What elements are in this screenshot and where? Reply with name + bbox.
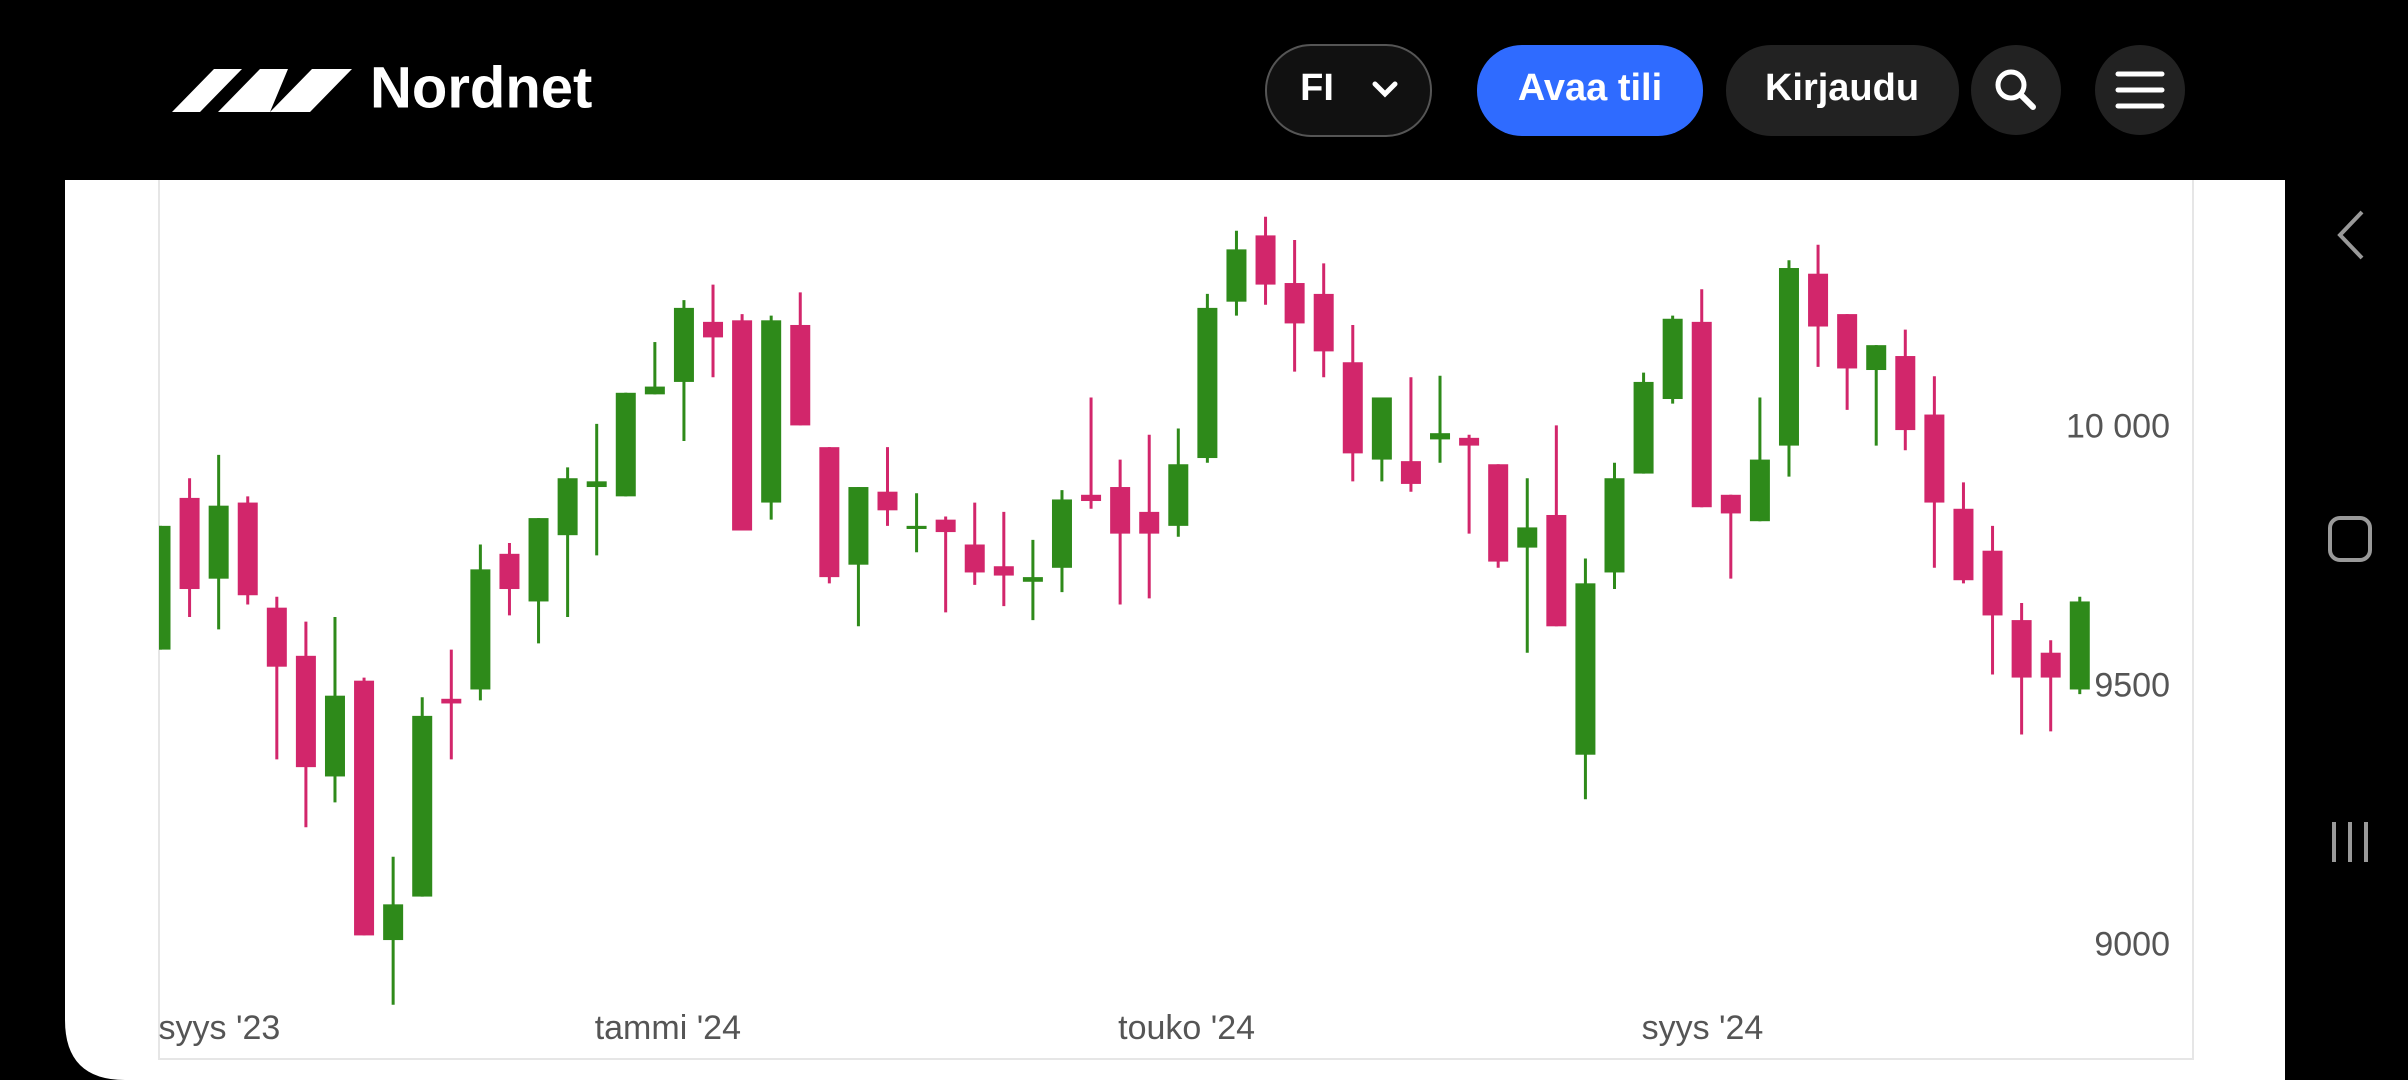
candle-body xyxy=(761,320,782,503)
candle-body xyxy=(586,481,607,488)
language-select[interactable] xyxy=(1265,44,1432,137)
nav-recents[interactable] xyxy=(2332,822,2368,862)
candle-body xyxy=(1546,514,1567,627)
candle-body xyxy=(673,307,694,382)
candle-body xyxy=(1982,550,2003,616)
candle-body xyxy=(441,698,462,704)
candle-body xyxy=(1255,235,1276,285)
candle-body xyxy=(1691,321,1712,508)
candle-body xyxy=(819,447,840,578)
candle-body xyxy=(1342,362,1363,454)
candle-body xyxy=(1313,293,1334,352)
open-account-label: Avaa tili xyxy=(1518,67,1662,109)
candle-body xyxy=(1720,494,1741,514)
nav-home[interactable] xyxy=(2328,516,2372,562)
candle-body xyxy=(1430,433,1451,440)
candle-body xyxy=(1953,508,1974,581)
candle-body xyxy=(790,324,811,426)
candle-body xyxy=(499,553,520,590)
candle-body xyxy=(324,695,345,777)
candle-body xyxy=(1400,461,1421,484)
candle-body xyxy=(2069,601,2090,690)
brand-name: Nordnet xyxy=(370,55,592,120)
x-tick-label: touko '24 xyxy=(1118,1009,1255,1047)
candle-body xyxy=(354,680,375,936)
candle-body xyxy=(1808,273,1829,327)
candle-body xyxy=(1604,478,1625,573)
candle-body xyxy=(993,566,1014,576)
candle-body xyxy=(1284,283,1305,324)
candle-body xyxy=(1895,356,1916,431)
y-tick-label: 9500 xyxy=(2094,666,2170,704)
x-tick-label: syys '24 xyxy=(1642,1009,1764,1047)
menu-icon xyxy=(2115,71,2165,109)
candle-body xyxy=(703,321,724,338)
candle-body xyxy=(1022,577,1043,582)
candle-body xyxy=(877,491,898,511)
candle-body xyxy=(1866,345,1887,371)
search-icon xyxy=(1995,69,2027,101)
candlestick-chart: 9000 9500 10 000 syys '23 tammi '24 touko '24… xyxy=(159,216,2170,1047)
candle-body xyxy=(1517,527,1538,548)
candle-body xyxy=(1488,464,1509,562)
candle-body xyxy=(1168,464,1189,526)
x-tick-label: syys '23 xyxy=(159,1009,281,1047)
nav-back[interactable] xyxy=(2337,210,2364,260)
candle-body xyxy=(1575,583,1596,755)
open-account-button[interactable] xyxy=(1477,45,1703,136)
login-button[interactable] xyxy=(1726,45,1959,136)
candle-body xyxy=(1633,381,1654,474)
candle-body xyxy=(1924,414,1945,503)
candle-body xyxy=(470,569,491,690)
candle-body xyxy=(615,392,636,497)
y-tick-label: 9000 xyxy=(2094,925,2170,963)
candle-body xyxy=(159,525,171,650)
candle-body xyxy=(1226,249,1247,302)
candle-body xyxy=(266,607,287,667)
x-tick-label: tammi '24 xyxy=(595,1009,741,1047)
candle-body xyxy=(1081,494,1102,502)
candle-body xyxy=(412,715,433,897)
candle-body xyxy=(732,320,753,531)
candle-body xyxy=(179,497,200,590)
candle-body xyxy=(964,544,985,573)
language-label: FI xyxy=(1300,67,1334,109)
candle-body xyxy=(1778,268,1799,446)
candle-body xyxy=(1139,511,1160,534)
y-tick-label: 10 000 xyxy=(2066,408,2170,446)
candle-body xyxy=(644,386,665,395)
candle-body xyxy=(383,904,404,941)
chevron-down xyxy=(1372,81,1398,98)
candle-body xyxy=(528,518,549,602)
candle-body xyxy=(935,519,956,533)
candle-body xyxy=(208,505,229,579)
candle-body xyxy=(1837,314,1858,369)
candle-body xyxy=(2011,620,2032,678)
candle-body xyxy=(1662,318,1683,400)
candle-body xyxy=(1749,459,1770,522)
candle-body xyxy=(557,478,578,536)
candle-body xyxy=(1459,437,1480,446)
candle-body xyxy=(1197,307,1218,459)
candle-body xyxy=(1110,487,1131,534)
candle-body xyxy=(906,525,927,529)
search-button[interactable] xyxy=(1971,45,2061,135)
candle-body xyxy=(1051,499,1072,568)
candle-body xyxy=(237,502,258,596)
candle-body xyxy=(848,487,869,565)
brand-logo-mark xyxy=(172,69,352,112)
candle-body xyxy=(2040,652,2061,678)
chart-card xyxy=(158,169,2194,1060)
candle-body xyxy=(295,655,316,768)
candle-body xyxy=(1371,397,1392,460)
login-label: Kirjaudu xyxy=(1765,67,1919,109)
search-icon-handle xyxy=(2018,92,2036,110)
